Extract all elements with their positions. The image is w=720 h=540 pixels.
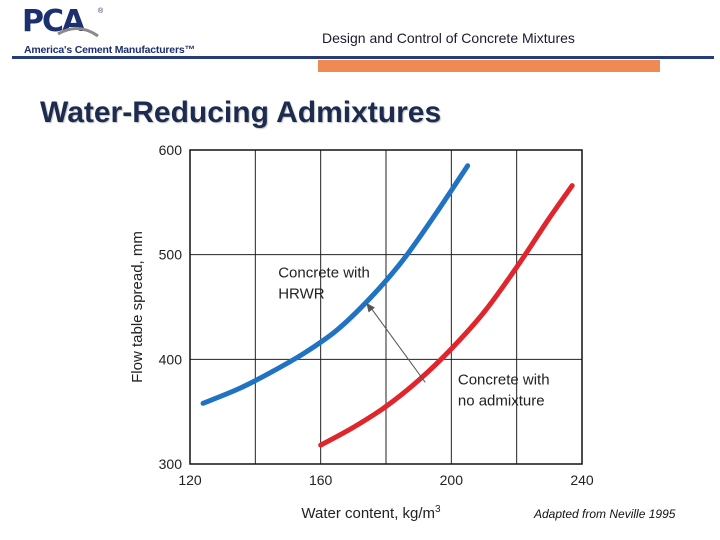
logo-tagline: America's Cement Manufacturers™ bbox=[24, 44, 195, 56]
chart-series bbox=[200, 163, 575, 448]
pca-logo: PCA ® America's Cement Manufacturers™ bbox=[22, 4, 195, 60]
series-labels: Concrete with HRWR Concrete with no admixtu… bbox=[278, 265, 549, 410]
registered-mark-icon: ® bbox=[98, 8, 104, 15]
x-axis-label-superscript: 3 bbox=[435, 504, 441, 515]
x-tick-label: 120 bbox=[178, 472, 202, 488]
y-tick-label: 300 bbox=[159, 456, 183, 472]
y-tick-label: 500 bbox=[159, 247, 183, 263]
x-tick-labels: 120 160 200 240 bbox=[178, 472, 594, 488]
y-tick-label: 400 bbox=[159, 351, 183, 367]
x-axis-label-text: Water content, kg/m bbox=[301, 505, 435, 522]
hrwr-series-label: HRWR bbox=[278, 286, 325, 303]
y-tick-label: 600 bbox=[159, 142, 183, 158]
logo-swoosh-icon bbox=[57, 27, 99, 38]
source-credit: Adapted from Neville 1995 bbox=[534, 507, 676, 521]
logo-wordmark: PCA bbox=[22, 4, 85, 39]
x-tick-label: 200 bbox=[440, 472, 464, 488]
accent-bar bbox=[318, 60, 660, 72]
hrwr-series-line bbox=[200, 163, 471, 406]
plot-frame bbox=[189, 149, 583, 465]
flow-spread-chart: 300 400 500 600 120 160 200 240 Flow table spr… bbox=[129, 142, 594, 522]
y-axis-label: Flow table spread, mm bbox=[129, 231, 146, 383]
no-admixture-series-line bbox=[318, 183, 575, 448]
annotation-arrow bbox=[368, 305, 426, 383]
chart-grid bbox=[190, 149, 582, 465]
hrwr-series-label: Concrete with bbox=[278, 265, 370, 282]
x-tick-label: 160 bbox=[309, 472, 333, 488]
y-tick-labels: 300 400 500 600 bbox=[159, 142, 183, 472]
slide-title: Water-Reducing Admixtures bbox=[40, 96, 442, 129]
x-tick-label: 240 bbox=[570, 472, 594, 488]
x-axis-label: Water content, kg/m3 bbox=[301, 504, 441, 522]
header-rule bbox=[12, 56, 714, 59]
annotation-arrowhead-icon bbox=[366, 302, 375, 313]
no-admixture-series-label: Concrete with bbox=[458, 371, 550, 388]
no-admixture-series-label: no admixture bbox=[458, 392, 545, 409]
deck-title: Design and Control of Concrete Mixtures bbox=[322, 30, 575, 46]
